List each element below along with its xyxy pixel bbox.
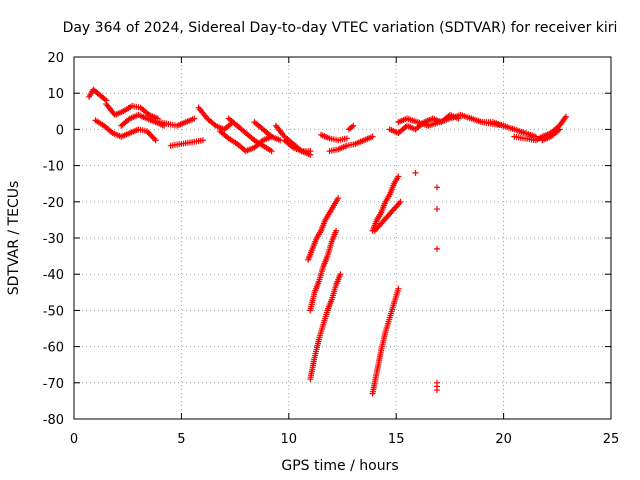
y-tick-label: 20 [47, 51, 64, 66]
chart-title: Day 364 of 2024, Sidereal Day-to-day VTE… [63, 20, 618, 36]
x-tick-label: 20 [495, 432, 512, 447]
data-point [395, 173, 402, 180]
y-tick-label: -40 [43, 268, 64, 283]
data-point [397, 198, 404, 205]
data-point [350, 122, 357, 129]
y-tick-label: -20 [43, 196, 64, 211]
x-tick-label: 25 [603, 432, 620, 447]
data-point [343, 135, 350, 142]
y-tick-label: -80 [43, 413, 64, 428]
axis-ticks: 0 5 10 15 20 25 -80 -70 -60 -50 -40 -30 -20 -10 0 10 20 [43, 51, 620, 447]
data-points [86, 86, 569, 397]
x-tick-label: 15 [388, 432, 405, 447]
data-point [369, 133, 376, 140]
data-point [395, 285, 402, 292]
data-point [333, 227, 340, 234]
data-point [337, 271, 344, 278]
y-axis-label: SDTVAR / TECUs [6, 181, 22, 296]
y-tick-label: -50 [43, 304, 64, 319]
y-tick-label: 0 [56, 123, 64, 138]
data-point [434, 245, 441, 252]
y-tick-label: -60 [43, 341, 64, 356]
data-point [335, 195, 342, 202]
y-tick-label: -10 [43, 160, 64, 175]
x-tick-label: 0 [70, 432, 78, 447]
y-tick-label: -70 [43, 377, 64, 392]
x-tick-label: 5 [177, 432, 185, 447]
data-point [307, 148, 314, 155]
data-point [434, 184, 441, 191]
data-point [268, 148, 275, 155]
x-axis-label: GPS time / hours [281, 458, 398, 474]
y-tick-label: 10 [47, 87, 64, 102]
data-point [434, 206, 441, 213]
x-tick-label: 10 [281, 432, 298, 447]
data-point [191, 115, 198, 122]
data-point [412, 169, 419, 176]
y-tick-label: -30 [43, 232, 64, 247]
data-point [199, 137, 206, 144]
data-point [434, 387, 441, 394]
data-point [562, 113, 569, 120]
data-point [152, 137, 159, 144]
data-point [556, 126, 563, 133]
grid-lines [74, 57, 611, 419]
